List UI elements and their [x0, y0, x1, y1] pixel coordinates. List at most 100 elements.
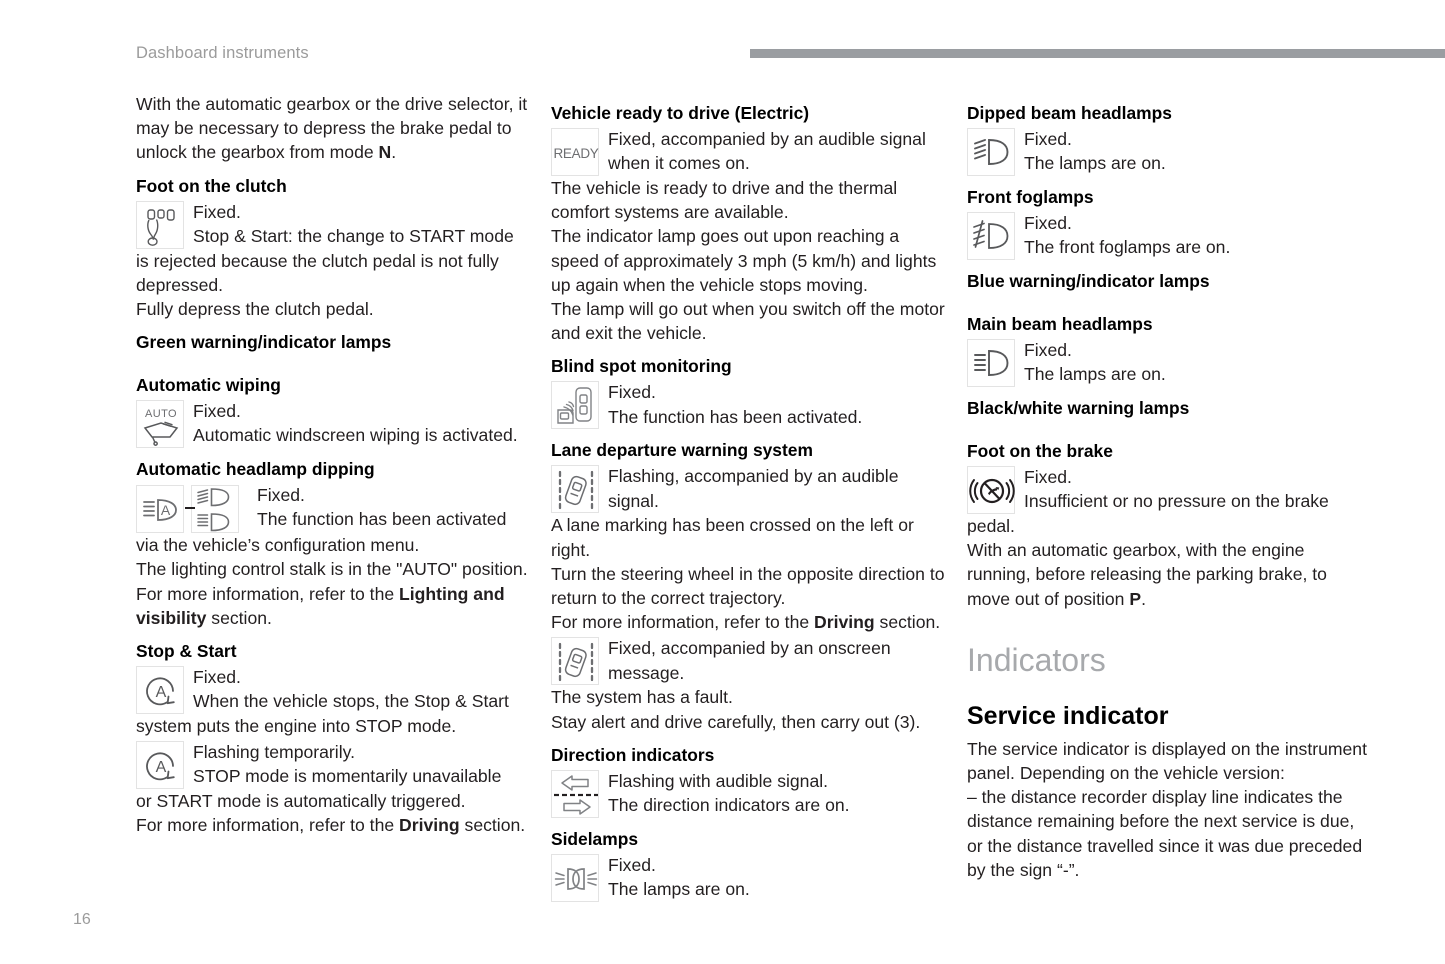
- running-head: Dashboard instruments: [136, 44, 309, 62]
- warning-lamp-description: Fixed, accompanied by an audible signal w…: [608, 127, 951, 175]
- svg-text:AUTO: AUTO: [145, 408, 177, 420]
- lane-departure-fault-icon: [551, 637, 599, 686]
- column-left: With the automatic gearbox or the drive …: [136, 92, 536, 902]
- warning-lamp-line: Insufficient or no pressure on the brake: [1024, 491, 1329, 512]
- foot-on-clutch-icon: [136, 200, 184, 249]
- warning-lamp-description: Fixed. When the vehicle stops, the Stop &…: [193, 665, 536, 713]
- paragraph: The lighting control stalk is in the "AU…: [136, 559, 528, 580]
- subheading: Vehicle ready to drive (Electric): [551, 103, 810, 123]
- warning-lamp-item: Fixed. Stop & Start: the change to START …: [136, 200, 536, 249]
- warning-lamp-description: Fixed. The lamps are on.: [1024, 338, 1367, 386]
- main-beam-icon: [967, 339, 1015, 387]
- warning-lamp-line: Fixed.: [1024, 129, 1072, 149]
- warning-lamp-line: Fixed, accompanied by an audible signal: [608, 129, 926, 149]
- column-middle: Vehicle ready to drive (Electric) READY …: [551, 92, 951, 902]
- warning-lamp-line: Flashing with audible signal.: [608, 770, 829, 791]
- subheading: Stop & Start: [136, 641, 237, 662]
- front-foglamps-icon: [967, 212, 1015, 260]
- warning-lamp-item: Fixed. The function has been activated.: [551, 380, 951, 430]
- warning-lamp-line: signal.: [608, 490, 659, 511]
- warning-lamp-item: A Flashing temporarily. STOP mode is mome…: [136, 740, 536, 790]
- warning-lamp-line: Fixed.: [257, 485, 305, 506]
- paragraph: Turn the steering wheel in the opposite …: [551, 563, 945, 609]
- direction-indicators-icon: [551, 769, 599, 818]
- warning-lamp-line: When the vehicle stops, the Stop & Start: [193, 691, 509, 712]
- subheading: Main beam headlamps: [967, 314, 1153, 334]
- warning-lamp-line: Automatic windscreen wiping is activated…: [193, 425, 518, 446]
- subheading: Foot on the brake: [967, 441, 1113, 461]
- subheading: Black/white warning lamps: [967, 398, 1190, 418]
- svg-text:A: A: [156, 759, 167, 776]
- warning-lamp-description: Fixed. Stop & Start: the change to START …: [193, 200, 536, 248]
- paragraph: Stay alert and drive carefully, then car…: [551, 711, 921, 732]
- paragraph: The vehicle is ready to drive and the th…: [551, 178, 898, 223]
- warning-lamp-line: Fixed.: [608, 382, 656, 403]
- warning-lamp-line: The direction indicators are on.: [608, 795, 850, 816]
- warning-lamp-line: The lamps are on.: [608, 879, 750, 900]
- sidelamps-icon: [551, 853, 599, 902]
- dipped-beam-icon: [967, 128, 1015, 176]
- warning-lamp-line: Fixed.: [1024, 467, 1072, 487]
- warning-lamp-line: The function has been activated: [257, 509, 507, 530]
- warning-lamp-description: Flashing with audible signal. The directi…: [608, 769, 951, 817]
- lane-departure-icon: [551, 465, 599, 514]
- warning-lamp-item: Flashing, accompanied by an audible signa…: [551, 464, 951, 514]
- warning-lamp-runaround: system puts the engine into STOP mode.: [136, 716, 457, 737]
- automatic-wiping-icon: AUTO: [136, 400, 184, 449]
- subheading: Blind spot monitoring: [551, 356, 732, 377]
- warning-lamp-item: Fixed. The lamps are on.: [967, 127, 1367, 176]
- warning-lamp-runaround: The system has a fault.: [551, 687, 733, 708]
- warning-lamp-item: A Fixed. The function has been activated: [136, 483, 536, 534]
- blind-spot-monitoring-icon: [551, 381, 599, 430]
- auto-headlamp-dipping-icon: [191, 485, 239, 534]
- auto-headlamp-a-icon: A: [136, 485, 184, 534]
- warning-lamp-description: Fixed. The front foglamps are on.: [1024, 211, 1367, 259]
- warning-lamp-line: Flashing temporarily.: [193, 742, 355, 763]
- page-columns: With the automatic gearbox or the drive …: [0, 92, 1445, 902]
- subheading: Direction indicators: [551, 744, 715, 765]
- warning-lamp-line: Fixed.: [193, 201, 241, 222]
- paragraph: For more information, refer to the Drivi…: [551, 612, 941, 633]
- warning-lamp-line: Fixed.: [608, 854, 656, 875]
- svg-text:READY: READY: [553, 146, 598, 161]
- warning-lamp-item: Fixed. Insufficient or no pressure on the…: [967, 465, 1367, 514]
- warning-lamp-line: Fixed.: [1024, 213, 1072, 233]
- warning-lamp-line: Flashing, accompanied by an audible: [608, 466, 899, 487]
- warning-lamp-item: Fixed, accompanied by an onscreen message…: [551, 636, 951, 686]
- warning-lamp-description: Fixed. Insufficient or no pressure on the…: [1024, 465, 1367, 513]
- paragraph: The lamp will go out when you switch off…: [551, 299, 945, 344]
- paragraph: With the automatic gearbox or the drive …: [136, 94, 528, 163]
- warning-lamp-description: Flashing, accompanied by an audible signa…: [608, 464, 951, 512]
- paragraph: With an automatic gearbox, with the engi…: [967, 540, 1327, 609]
- warning-lamp-item: Fixed. The lamps are on.: [551, 853, 951, 902]
- icon-pair: A: [136, 484, 248, 534]
- paragraph: Fully depress the clutch pedal.: [136, 299, 374, 320]
- stop-start-icon: A: [136, 666, 184, 715]
- ready-icon: READY: [551, 128, 599, 176]
- subheading: Front foglamps: [967, 187, 1094, 207]
- warning-lamp-line: The lamps are on.: [1024, 153, 1166, 174]
- section-heading: Service indicator: [967, 701, 1169, 730]
- warning-lamp-description: Fixed. The function has been activated: [257, 483, 536, 531]
- paragraph: – the distance recorder display line ind…: [967, 787, 1363, 880]
- warning-lamp-runaround: via the vehicle’s configuration menu.: [136, 535, 420, 556]
- paragraph: The service indicator is displayed on th…: [967, 738, 1367, 784]
- warning-lamp-line: Fixed.: [193, 401, 241, 422]
- warning-lamp-line: when it comes on.: [608, 153, 750, 174]
- warning-lamp-line: message.: [608, 662, 685, 683]
- warning-lamp-line: The lamps are on.: [1024, 364, 1166, 385]
- header-rule: [750, 49, 1445, 58]
- subheading: Dipped beam headlamps: [967, 103, 1172, 123]
- warning-lamp-line: Fixed.: [1024, 340, 1072, 360]
- warning-lamp-runaround: or START mode is automatically triggered…: [136, 791, 466, 812]
- warning-lamp-description: Fixed, accompanied by an onscreen message…: [608, 636, 951, 684]
- svg-text:A: A: [156, 684, 167, 701]
- warning-lamp-item: READY Fixed, accompanied by an audible s…: [551, 127, 951, 176]
- warning-lamp-runaround: is rejected because the clutch pedal is …: [136, 250, 499, 295]
- warning-lamp-description: Fixed. The lamps are on.: [608, 853, 951, 901]
- subheading: Foot on the clutch: [136, 175, 287, 196]
- warning-lamp-line: The function has been activated.: [608, 406, 863, 427]
- subheading: Lane departure warning system: [551, 440, 813, 461]
- subheading: Automatic headlamp dipping: [136, 459, 375, 480]
- chapter-heading: Indicators: [967, 641, 1106, 678]
